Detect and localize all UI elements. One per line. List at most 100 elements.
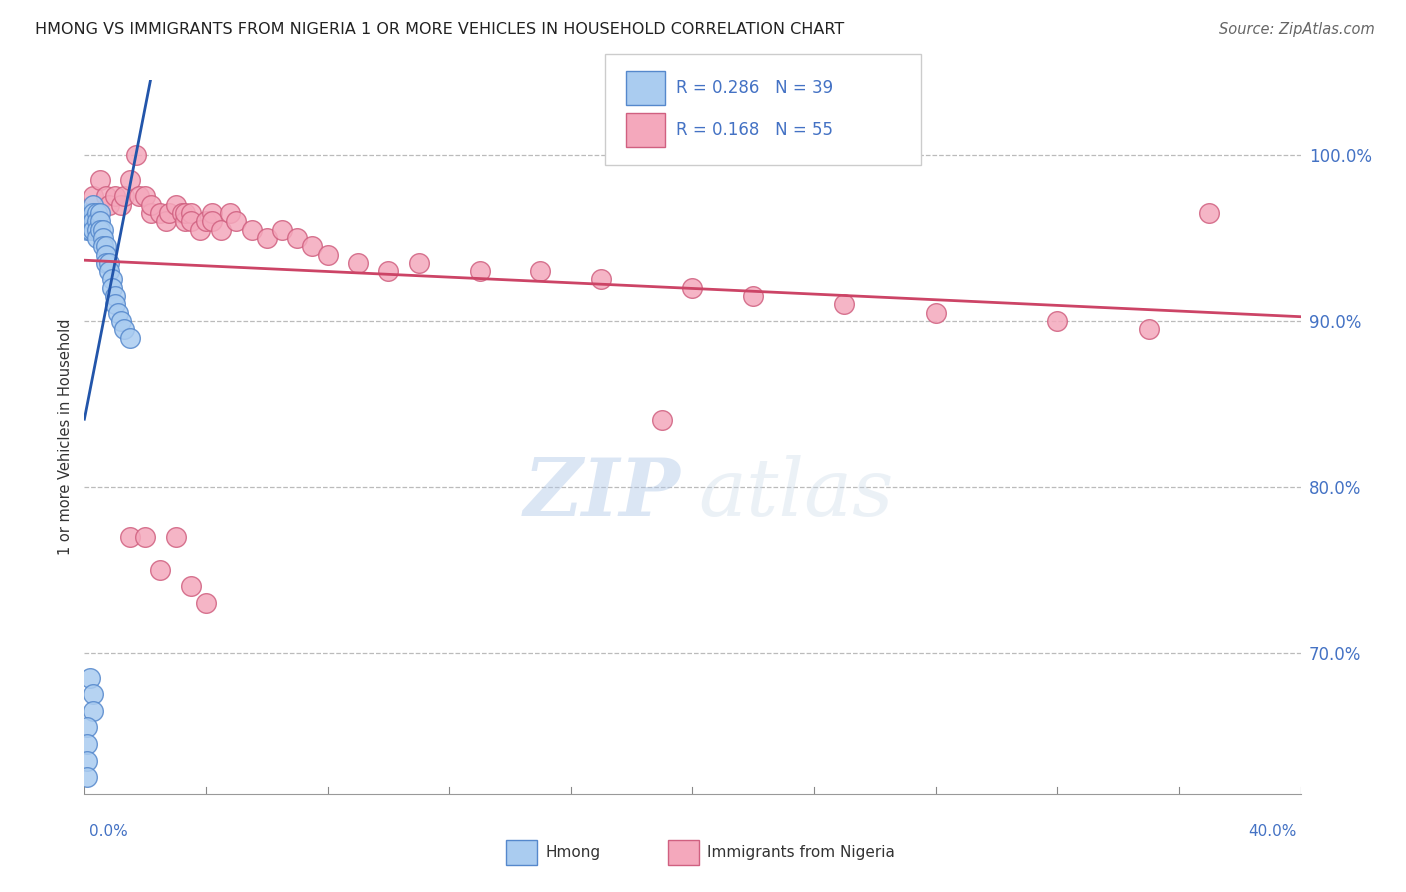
Point	[180, 579, 202, 593]
Point	[76, 214, 98, 228]
Text: Source: ZipAtlas.com: Source: ZipAtlas.com	[1219, 22, 1375, 37]
Point	[529, 264, 551, 278]
Point	[82, 206, 104, 220]
Point	[141, 206, 163, 220]
Point	[316, 247, 339, 261]
Point	[165, 198, 187, 212]
Point	[91, 239, 114, 253]
Text: Hmong: Hmong	[546, 846, 600, 860]
Point	[97, 198, 120, 212]
Point	[377, 264, 399, 278]
Point	[408, 256, 430, 270]
Point	[91, 231, 114, 245]
Point	[180, 214, 202, 228]
Point	[79, 671, 101, 685]
Point	[82, 189, 104, 203]
Point	[104, 189, 127, 203]
Point	[125, 148, 148, 162]
Point	[591, 272, 613, 286]
Point	[149, 206, 172, 220]
Point	[301, 239, 323, 253]
Point	[128, 189, 150, 203]
Point	[134, 530, 156, 544]
Point	[100, 272, 122, 286]
Point	[82, 198, 104, 212]
Point	[173, 206, 195, 220]
Point	[76, 721, 98, 735]
Point	[347, 256, 370, 270]
Point	[112, 189, 135, 203]
Point	[112, 322, 135, 336]
Point	[104, 297, 127, 311]
Point	[194, 596, 218, 610]
Point	[89, 214, 111, 228]
Point	[141, 198, 163, 212]
Point	[89, 173, 111, 187]
Point	[1198, 206, 1220, 220]
Point	[79, 214, 101, 228]
Point	[118, 173, 141, 187]
Point	[240, 222, 263, 236]
Point	[834, 297, 856, 311]
Point	[76, 737, 98, 751]
Point	[94, 239, 117, 253]
Point	[165, 530, 187, 544]
Point	[97, 256, 120, 270]
Text: atlas: atlas	[699, 456, 894, 533]
Point	[225, 214, 247, 228]
Point	[180, 206, 202, 220]
Point	[79, 206, 101, 220]
Point	[76, 770, 98, 784]
Text: R = 0.286   N = 39: R = 0.286 N = 39	[676, 79, 834, 97]
Point	[285, 231, 308, 245]
Point	[110, 198, 132, 212]
Point	[159, 206, 181, 220]
Point	[100, 281, 122, 295]
Point	[201, 214, 224, 228]
Point	[82, 214, 104, 228]
Point	[219, 206, 242, 220]
Point	[76, 222, 98, 236]
Text: ZIP: ZIP	[523, 456, 681, 533]
Point	[170, 206, 193, 220]
Point	[82, 704, 104, 718]
Point	[94, 189, 117, 203]
Point	[86, 206, 108, 220]
Point	[110, 314, 132, 328]
Point	[118, 330, 141, 344]
Point	[271, 222, 294, 236]
Point	[107, 305, 129, 319]
Point	[925, 305, 948, 319]
Point	[173, 214, 195, 228]
Point	[91, 222, 114, 236]
Point	[82, 687, 104, 701]
Text: Immigrants from Nigeria: Immigrants from Nigeria	[707, 846, 896, 860]
Point	[76, 754, 98, 768]
Point	[118, 530, 141, 544]
Point	[194, 214, 218, 228]
Point	[134, 189, 156, 203]
Point	[155, 214, 177, 228]
Point	[86, 222, 108, 236]
Point	[97, 264, 120, 278]
Point	[651, 413, 673, 427]
Point	[468, 264, 491, 278]
Point	[89, 206, 111, 220]
Point	[79, 222, 101, 236]
Point	[256, 231, 278, 245]
Y-axis label: 1 or more Vehicles in Household: 1 or more Vehicles in Household	[58, 318, 73, 556]
Text: HMONG VS IMMIGRANTS FROM NIGERIA 1 OR MORE VEHICLES IN HOUSEHOLD CORRELATION CHA: HMONG VS IMMIGRANTS FROM NIGERIA 1 OR MO…	[35, 22, 845, 37]
Point	[209, 222, 232, 236]
Point	[94, 247, 117, 261]
Point	[742, 289, 765, 303]
Point	[188, 222, 211, 236]
Text: 0.0%: 0.0%	[89, 824, 128, 838]
Point	[89, 222, 111, 236]
Point	[201, 206, 224, 220]
Point	[104, 289, 127, 303]
Point	[149, 563, 172, 577]
Text: 40.0%: 40.0%	[1249, 824, 1296, 838]
Point	[86, 214, 108, 228]
Text: R = 0.168   N = 55: R = 0.168 N = 55	[676, 121, 834, 139]
Point	[682, 281, 704, 295]
